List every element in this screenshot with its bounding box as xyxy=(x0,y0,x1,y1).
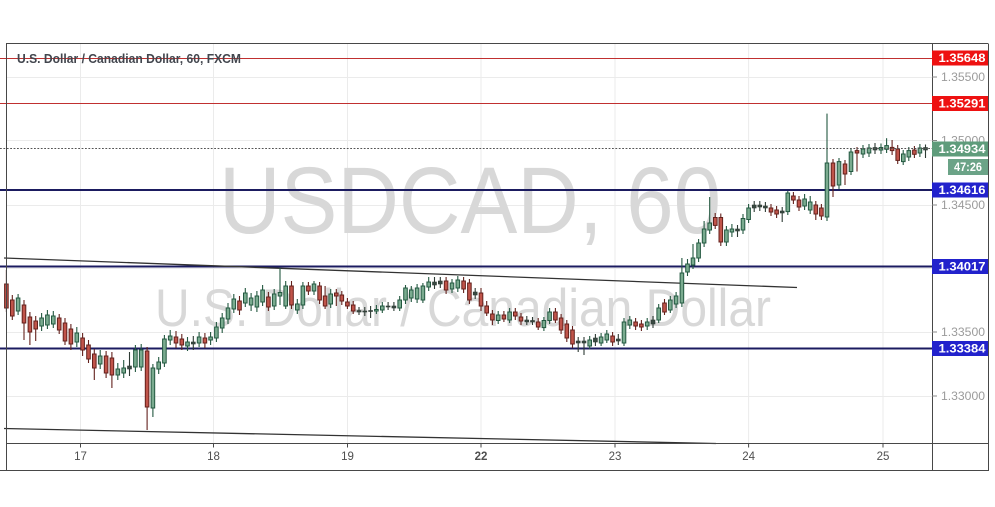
svg-text:1.33000: 1.33000 xyxy=(941,389,985,403)
svg-text:1.34616: 1.34616 xyxy=(939,183,986,197)
svg-text:1.33500: 1.33500 xyxy=(941,325,985,339)
svg-text:1.35291: 1.35291 xyxy=(939,97,986,111)
svg-text:18: 18 xyxy=(207,451,220,463)
svg-text:1.34934: 1.34934 xyxy=(939,142,986,156)
svg-text:U.S. Dollar / Canadian Dollar,: U.S. Dollar / Canadian Dollar, 60, FXCM xyxy=(17,52,241,66)
svg-text:19: 19 xyxy=(341,451,354,463)
svg-text:1.34500: 1.34500 xyxy=(941,198,985,212)
svg-text:1.33384: 1.33384 xyxy=(939,342,986,356)
svg-text:24: 24 xyxy=(742,451,755,463)
svg-text:23: 23 xyxy=(609,451,622,463)
svg-text:1.34017: 1.34017 xyxy=(939,260,986,274)
svg-text:22: 22 xyxy=(475,451,488,463)
svg-text:USDCAD, 60: USDCAD, 60 xyxy=(219,148,721,254)
svg-text:25: 25 xyxy=(877,451,890,463)
svg-text:1.35648: 1.35648 xyxy=(939,51,986,65)
svg-text:47:26: 47:26 xyxy=(954,160,982,174)
svg-text:1.35500: 1.35500 xyxy=(941,70,985,84)
svg-text:17: 17 xyxy=(74,451,87,463)
